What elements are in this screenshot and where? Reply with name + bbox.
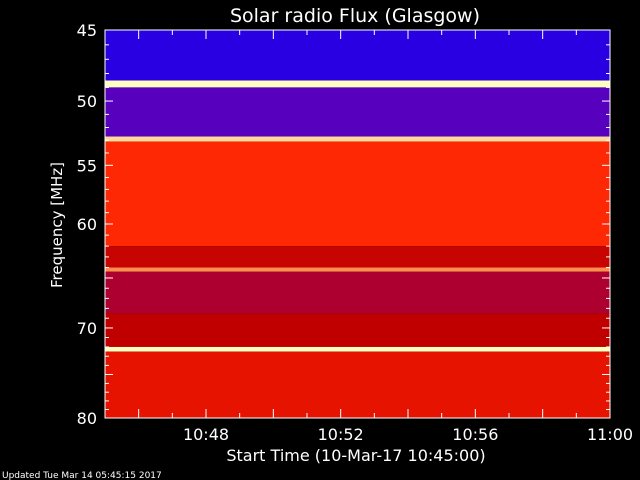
plot-frame <box>104 29 611 419</box>
y-tick-label: 55 <box>77 156 97 175</box>
y-tick-label: 70 <box>77 319 97 338</box>
frequency-band-5 <box>105 246 610 268</box>
y-axis-label: Frequency [MHz] <box>48 162 66 288</box>
frequency-band-7 <box>105 271 610 314</box>
x-tick-label: 10:56 <box>452 425 498 444</box>
frequency-band-9 <box>105 346 610 352</box>
x-axis-label: Start Time (10-Mar-17 10:45:00) <box>226 446 485 465</box>
x-tick-label: 10:52 <box>318 425 364 444</box>
x-tick-label: 11:00 <box>587 425 633 444</box>
frequency-band-0 <box>105 30 610 81</box>
chart-title: Solar radio Flux (Glasgow) <box>230 5 480 27</box>
y-tick-label: 60 <box>77 215 97 234</box>
frequency-band-10 <box>105 351 610 418</box>
y-tick-label: 45 <box>77 21 97 40</box>
frequency-band-6 <box>105 267 610 272</box>
frequency-band-3 <box>105 136 610 142</box>
y-tick-label: 80 <box>77 409 97 428</box>
x-tick-label: 10:48 <box>183 425 229 444</box>
frequency-band-1 <box>105 80 610 88</box>
frequency-band-4 <box>105 141 610 247</box>
frequency-band-8 <box>105 313 610 347</box>
heatmap-area <box>105 30 610 418</box>
x-axis-ticks: 10:48 10:52 10:56 11:00 <box>104 30 633 444</box>
y-tick-label: 50 <box>77 92 97 111</box>
footer-timestamp: Updated Tue Mar 14 05:45:15 2017 <box>2 471 162 480</box>
frequency-band-2 <box>105 87 610 137</box>
